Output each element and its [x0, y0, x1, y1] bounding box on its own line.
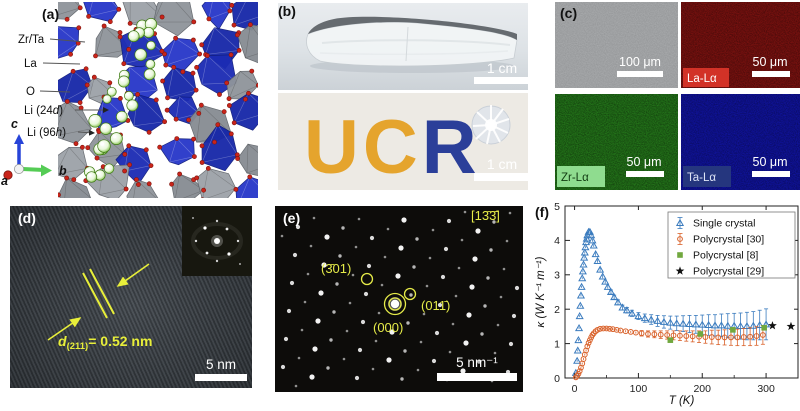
legend-label: Polycrystal [29] [693, 266, 764, 278]
zone-axis-label: [13̄3̄] [471, 208, 500, 223]
y-tick-label: 4 [554, 235, 560, 247]
zr-map-tile: 50 μm Zr-Lα [555, 94, 678, 190]
label-li-96h: Li (96h) [27, 127, 66, 139]
label-zr-ta: Zr/Ta [18, 34, 45, 46]
ta-map-tile: 50 μm Ta-Lα [681, 94, 800, 190]
ucr-logo-text: UCR [304, 99, 481, 190]
panel-f-thermal-conductivity-chart: (f) 0 100 200 300 0 1 2 3 4 5 T (K) κ (W K⁻¹ m⁻¹) Si… [533, 200, 800, 411]
d-spacing-label: d(211)= 0.52 nm [58, 333, 152, 352]
y-tick-label: 5 [554, 201, 560, 213]
y-axis-label: κ (W K⁻¹ m⁻¹) [535, 256, 547, 327]
legend-label: Single crystal [693, 218, 755, 230]
scale-text-ta: 50 μm [753, 155, 788, 169]
crystal-rod-drawing [306, 16, 518, 73]
scale-text-b-bottom: 1 cm [487, 156, 517, 172]
axis-b-label: b [59, 164, 67, 178]
scale-text-la: 50 μm [753, 55, 788, 69]
panel-e-label: (e) [283, 210, 301, 226]
axis-c-label: c [11, 117, 18, 131]
legend-label: Polycrystal [30] [693, 234, 764, 246]
fft-inset [182, 206, 252, 276]
sem-image-tile: 100 μm [555, 2, 678, 88]
scale-bar-b-bottom [474, 173, 528, 181]
zr-badge-text: Zr-Lα [561, 172, 589, 184]
la-map-tile: 50 μm La-Lα [681, 2, 800, 88]
panel-e-diffraction-pattern: (e) [13̄3̄] (3̄01) (011̄) (000) 5 nm⁻¹ [275, 206, 523, 392]
x-tick-label: 300 [757, 383, 775, 395]
diffraction-spots: [13̄3̄] (3̄01) (011̄) (000) 5 nm⁻¹ [280, 208, 520, 388]
panel-a-label: (a) [42, 6, 60, 22]
scale-text-zr: 50 μm [627, 155, 662, 169]
scale-text-d: 5 nm [206, 357, 236, 372]
x-tick-label: 100 [630, 383, 648, 395]
panel-d-label: (d) [18, 210, 36, 226]
y-tick-label: 2 [554, 304, 560, 316]
origin-sphere [13, 163, 24, 174]
kappa-vs-temperature-plot: 0 100 200 300 0 1 2 3 4 5 T (K) κ (W K⁻¹ m⁻¹) Single… [535, 201, 799, 407]
scale-bar-e [437, 373, 517, 381]
eds-map-grid: 100 μm 50 μm La-Lα 50 μm Zr-Lα [555, 2, 800, 190]
logo-letter-c: C [362, 105, 422, 190]
zr-badge [557, 166, 605, 187]
panel-b-photos: 1 cm (b) UCR 1 cm [262, 0, 540, 196]
logo-letter-r: R [421, 105, 481, 190]
x-tick-label: 0 [572, 383, 578, 395]
a-axis-sphere [3, 170, 13, 180]
single-crystal-photo: 1 cm [278, 3, 528, 90]
panel-f-label: (f) [535, 204, 549, 220]
label-la: La [24, 58, 37, 70]
series-polycrystal-30- [572, 325, 766, 381]
la-badge [683, 68, 729, 87]
logo-letter-u: U [304, 105, 363, 190]
scale-text-sem: 100 μm [619, 55, 661, 69]
ucr-logo-photo: UCR 1 cm [278, 93, 528, 190]
scale-bar-la [752, 71, 790, 77]
axes-triad: c b a [1, 117, 67, 188]
chart-legend: Single crystal Polycrystal [30] Polycrysta… [667, 211, 796, 279]
scale-bar-b-top [474, 77, 528, 84]
crystal-structure-image: Zr/Ta La O Li (24d) Li (96h) c b a [1, 2, 258, 198]
y-tick-label: 3 [554, 270, 560, 282]
la-badge-text: La-Lα [687, 73, 717, 85]
scale-bar-d [195, 374, 247, 381]
panel-b-label: (b) [278, 3, 296, 19]
hrtem-annotations: d(211)= 0.52 nm 5 nm [47, 206, 252, 381]
series-single-crystal [571, 227, 771, 376]
label-o: O [26, 86, 35, 98]
y-tick-label: 0 [554, 373, 560, 385]
scale-text-b-top: 1 cm [487, 60, 517, 76]
series-polycrystal-29- [768, 321, 796, 331]
scale-bar-zr [626, 171, 664, 177]
scale-bar-ta [752, 171, 790, 177]
x-axis-label: T (K) [669, 395, 695, 407]
d-spacing-marker [47, 263, 150, 341]
panel-a-crystal-structure: (a) [0, 0, 262, 200]
panel-c-eds-maps: 100 μm 50 μm La-Lα 50 μm Zr-Lα [552, 0, 800, 194]
scalebar-b-top: 1 cm [474, 60, 528, 84]
series-polycrystal-8- [667, 324, 767, 343]
leader-lines [39, 38, 109, 136]
ta-badge-text: Ta-Lα [687, 172, 716, 184]
legend-label: Polycrystal [8] [693, 250, 758, 262]
spot-circles [360, 272, 417, 316]
spot-011-label: (011̄) [421, 298, 450, 313]
polyhedra-cluster [58, 2, 258, 198]
spot-301-label: (3̄01) [321, 261, 351, 276]
x-tick-label: 200 [693, 383, 711, 395]
spot-000-label: (000) [373, 320, 403, 335]
crystal-on-logo: 1 cm [471, 105, 528, 181]
label-li-24d: Li (24d) [24, 105, 63, 117]
scale-text-e: 5 nm⁻¹ [456, 355, 498, 370]
panel-d-hrtem-image: (d) [10, 206, 252, 388]
ta-badge [683, 166, 731, 187]
panel-c-label: (c) [560, 5, 578, 21]
y-tick-label: 1 [554, 338, 560, 350]
axis-a-label: a [1, 174, 8, 188]
scale-bar-sem [617, 71, 663, 77]
